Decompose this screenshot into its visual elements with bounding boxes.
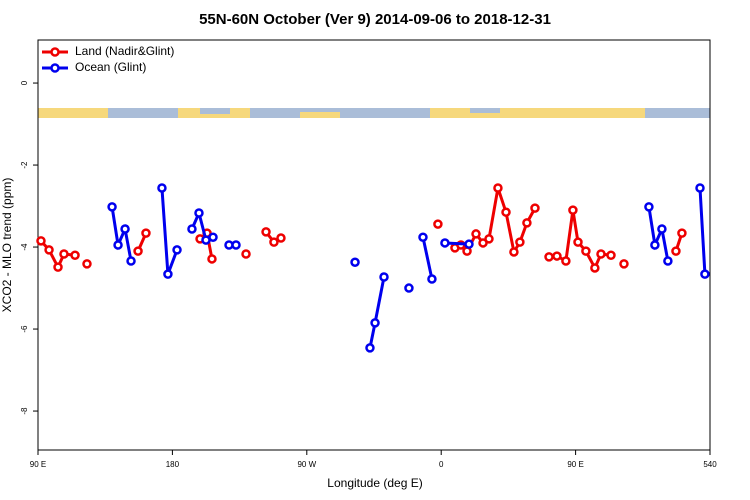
data-point: [606, 250, 616, 260]
x-tick-label: 90 E: [30, 460, 46, 469]
plot-frame: [37, 39, 711, 451]
data-point: [440, 238, 450, 248]
data-point: [596, 249, 606, 259]
legend-label: Ocean (Glint): [75, 60, 146, 74]
data-point: [581, 246, 591, 256]
data-point: [695, 183, 705, 193]
data-point: [172, 245, 182, 255]
x-tick-label: 180: [166, 460, 180, 469]
data-point: [433, 219, 443, 229]
data-point: [478, 238, 488, 248]
data-point: [231, 240, 241, 250]
data-point: [261, 227, 271, 237]
data-point: [276, 233, 286, 243]
x-tick-label: 90 E: [567, 460, 583, 469]
data-point: [657, 224, 667, 234]
data-point: [207, 254, 217, 264]
data-point: [493, 183, 503, 193]
data-point: [365, 343, 375, 353]
data-point: [187, 224, 197, 234]
data-point: [427, 274, 437, 284]
data-point: [619, 259, 629, 269]
data-point: [515, 237, 525, 247]
data-point: [671, 246, 681, 256]
y-axis-label: XCO2 - MLO trend (ppm): [0, 178, 14, 313]
data-point: [44, 245, 54, 255]
data-point: [590, 263, 600, 273]
y-tick-label: -4: [20, 243, 29, 251]
data-point: [404, 283, 414, 293]
data-point: [522, 218, 532, 228]
data-point: [208, 232, 218, 242]
data-point: [194, 208, 204, 218]
data-point: [663, 256, 673, 266]
data-point: [561, 256, 571, 266]
data-point: [552, 251, 562, 261]
data-point: [379, 272, 389, 282]
data-point: [82, 259, 92, 269]
data-point: [113, 240, 123, 250]
data-point: [370, 318, 380, 328]
data-point: [544, 252, 554, 262]
data-point: [471, 229, 481, 239]
land-ocean-strip: [38, 108, 710, 118]
data-point: [484, 234, 494, 244]
data-point: [677, 228, 687, 238]
data-point: [107, 202, 117, 212]
data-point: [141, 228, 151, 238]
data-point: [120, 224, 130, 234]
data-point: [501, 207, 511, 217]
data-point: [241, 249, 251, 259]
series-line: [39, 187, 684, 272]
data-point: [36, 236, 46, 246]
data-point: [269, 237, 279, 247]
data-point: [568, 205, 578, 215]
x-tick-label: 540: [703, 460, 717, 469]
data-point: [573, 237, 583, 247]
y-tick-label: 0: [20, 80, 29, 85]
y-tick-label: -6: [20, 325, 29, 333]
data-point: [644, 202, 654, 212]
x-tick-label: 0: [439, 460, 444, 469]
data-point: [53, 262, 63, 272]
data-point: [163, 269, 173, 279]
data-point: [350, 257, 360, 267]
legend-marker: [50, 47, 60, 57]
data-point: [464, 239, 474, 249]
data-point: [59, 249, 69, 259]
x-axis-label: Longitude (deg E): [327, 476, 422, 490]
data-point: [700, 269, 710, 279]
data-point: [126, 256, 136, 266]
legend-label: Land (Nadir&Glint): [75, 44, 174, 58]
y-tick-label: -8: [20, 407, 29, 415]
data-point: [70, 250, 80, 260]
data-point: [650, 240, 660, 250]
data-point: [509, 247, 519, 257]
data-point: [157, 183, 167, 193]
data-point: [133, 246, 143, 256]
chart-title: 55N-60N October (Ver 9) 2014-09-06 to 20…: [199, 11, 551, 28]
x-tick-label: 90 W: [297, 460, 316, 469]
data-point: [530, 203, 540, 213]
data-point: [418, 232, 428, 242]
y-tick-label: -2: [20, 161, 29, 169]
legend-marker: [50, 63, 60, 73]
